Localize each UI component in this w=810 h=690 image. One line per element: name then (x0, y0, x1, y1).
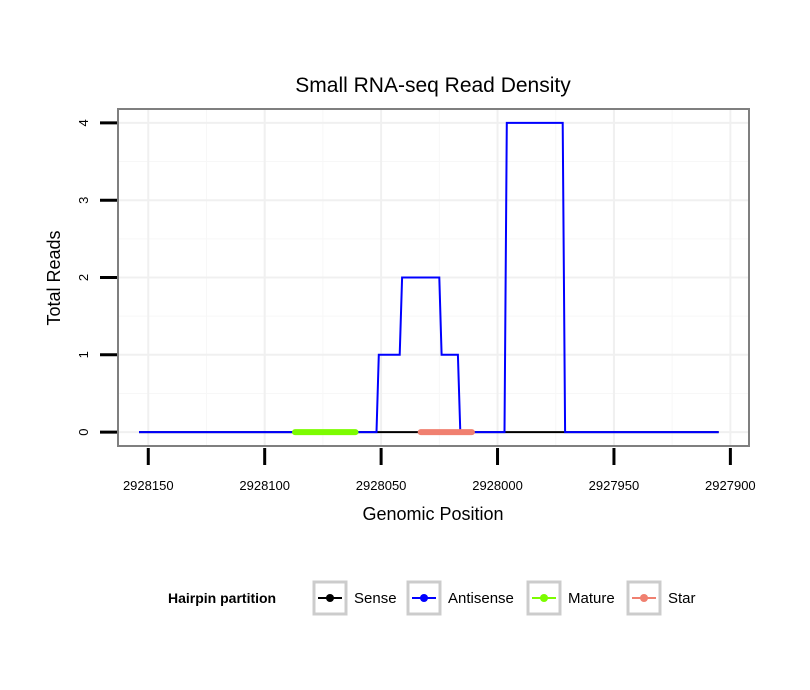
y-tick-label: 4 (76, 119, 91, 126)
plot-panel (117, 108, 750, 447)
y-tick-label: 3 (76, 197, 91, 204)
legend-key-point (420, 594, 428, 602)
x-tick-label: 2927950 (589, 478, 640, 493)
legend-items: Sense Antisense Mature Star (312, 580, 696, 616)
x-tick-label: 2928100 (239, 478, 290, 493)
legend-title: Hairpin partition (168, 590, 276, 606)
legend-label: Antisense (448, 590, 514, 607)
x-axis-label: Genomic Position (362, 504, 503, 524)
legend: Hairpin partition Sense Antisense Mature St… (168, 580, 696, 616)
x-tick-label: 2928150 (123, 478, 174, 493)
y-axis-label: Total Reads (44, 230, 64, 325)
legend-key-point (326, 594, 334, 602)
y-tick-label: 1 (76, 351, 91, 358)
chart-title: Small RNA-seq Read Density (295, 74, 571, 97)
legend-label: Mature (568, 590, 615, 607)
series-antisense-line (139, 121, 719, 434)
legend-item-sense: Sense (312, 580, 397, 616)
legend-item-antisense: Antisense (406, 580, 514, 616)
legend-key-point (540, 594, 548, 602)
x-tick-label: 2928050 (356, 478, 407, 493)
x-axis: 2928150 2928100 2928050 2928000 2927950 29279… (123, 448, 756, 493)
x-tick-label: 2927900 (705, 478, 756, 493)
series-layer (139, 121, 719, 436)
y-tick-label: 0 (76, 428, 91, 435)
legend-key-point (640, 594, 648, 602)
y-tick-label: 2 (76, 274, 91, 281)
plot-border (117, 108, 750, 447)
x-tick-label: 2928000 (472, 478, 523, 493)
legend-item-mature: Mature (526, 580, 615, 616)
y-axis: 0 1 2 3 4 (76, 119, 117, 436)
legend-item-star: Star (626, 580, 696, 616)
legend-label: Star (668, 590, 696, 607)
legend-label: Sense (354, 590, 397, 607)
